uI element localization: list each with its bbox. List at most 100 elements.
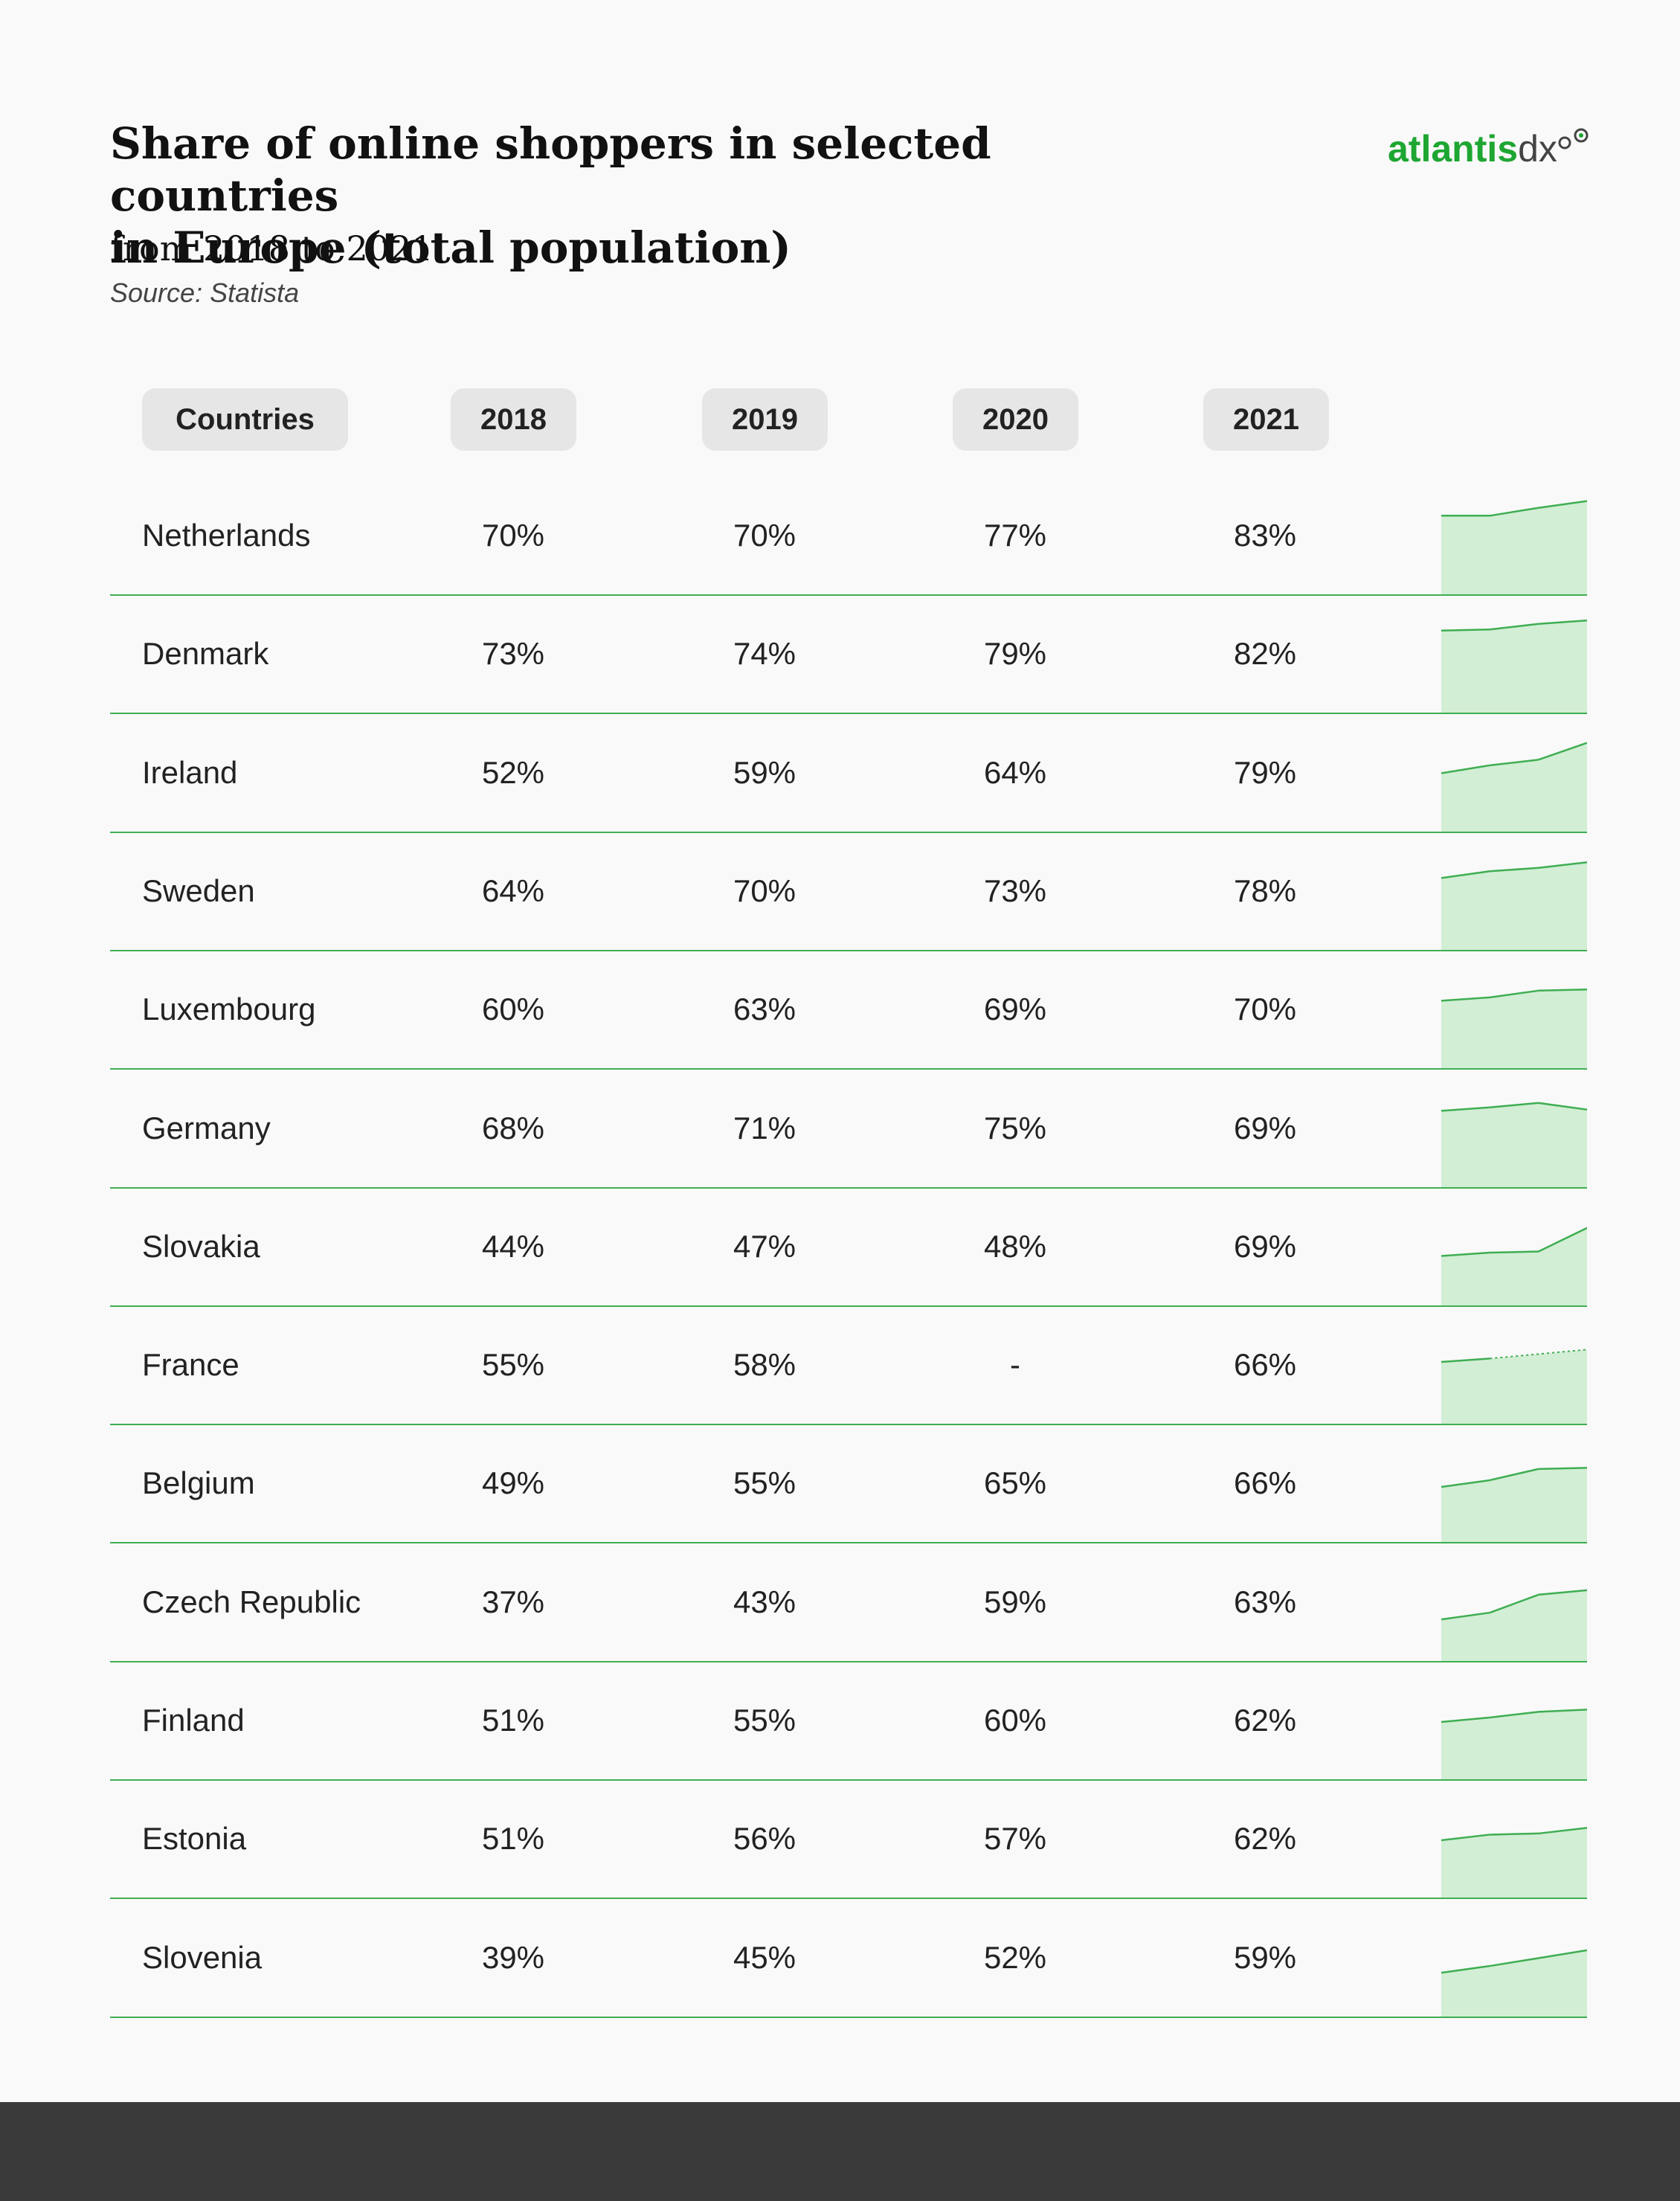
sparkline-segment bbox=[1490, 1711, 1539, 1719]
value-cell-2018: 64% bbox=[481, 873, 545, 908]
value-cell-2019: 59% bbox=[733, 754, 796, 790]
sparkline bbox=[1441, 620, 1587, 713]
value-cell-2021: 62% bbox=[1233, 1821, 1297, 1857]
sparkline-segment bbox=[1538, 861, 1587, 869]
sparkline-segment bbox=[1538, 989, 1587, 992]
country-cell: Luxembourg bbox=[142, 992, 316, 1027]
table-row: Estonia 51% 56% 57% 62% bbox=[110, 1779, 1587, 1900]
country-cell: France bbox=[142, 1347, 239, 1383]
sparkline-segment bbox=[1441, 1106, 1490, 1112]
value-cell-2021: 66% bbox=[1233, 1347, 1297, 1383]
value-cell-2019: 71% bbox=[733, 1110, 796, 1146]
country-cell: Denmark bbox=[142, 636, 269, 672]
sparkline bbox=[1441, 1102, 1587, 1187]
sparkline-segment bbox=[1490, 1250, 1539, 1254]
sparkline-segment bbox=[1441, 1611, 1490, 1621]
value-cell-2019: 43% bbox=[733, 1584, 796, 1619]
value-cell-2020: 60% bbox=[983, 1703, 1047, 1738]
value-cell-2020: 65% bbox=[983, 1465, 1047, 1501]
sparkline-segment bbox=[1538, 1949, 1587, 1959]
country-cell: Ireland bbox=[142, 754, 238, 790]
country-cell: Estonia bbox=[142, 1821, 247, 1857]
value-cell-2019: 45% bbox=[733, 1939, 796, 1975]
sparkline-segment bbox=[1441, 870, 1490, 879]
sparkline-segment bbox=[1441, 1357, 1490, 1363]
sparkline bbox=[1441, 500, 1587, 594]
value-cell-2019: 58% bbox=[733, 1347, 796, 1383]
sparkline bbox=[1441, 989, 1587, 1069]
value-cell-2020: 69% bbox=[983, 992, 1047, 1027]
sparkline bbox=[1441, 1467, 1587, 1543]
sparkline-segment bbox=[1490, 758, 1539, 766]
sparkline-segment bbox=[1441, 1479, 1490, 1488]
table-row: France 55% 58% - 66% bbox=[110, 1305, 1587, 1426]
sparkline-segment bbox=[1490, 1468, 1539, 1482]
value-cell-2019: 63% bbox=[733, 992, 796, 1027]
table-row: Denmark 73% 74% 79% 82% bbox=[110, 594, 1587, 715]
value-cell-2019: 47% bbox=[733, 1228, 796, 1264]
value-cell-2020: 77% bbox=[983, 518, 1047, 553]
value-cell-2018: 52% bbox=[481, 754, 545, 790]
sparkline bbox=[1441, 1949, 1587, 2017]
value-cell-2019: 55% bbox=[733, 1703, 796, 1738]
value-cell-2020: 48% bbox=[983, 1228, 1047, 1264]
value-cell-2020: - bbox=[1010, 1347, 1020, 1383]
table-row: Slovenia 39% 45% 52% 59% bbox=[110, 1898, 1587, 2018]
sparkline bbox=[1441, 742, 1587, 832]
sparkline-segment bbox=[1538, 1102, 1587, 1111]
value-cell-2021: 82% bbox=[1233, 636, 1297, 672]
country-cell: Slovakia bbox=[142, 1228, 260, 1264]
sparkline-area bbox=[1441, 1709, 1587, 1779]
value-cell-2018: 39% bbox=[481, 1939, 545, 1975]
value-cell-2020: 79% bbox=[983, 636, 1047, 672]
country-cell: Netherlands bbox=[142, 518, 311, 553]
value-cell-2021: 70% bbox=[1233, 992, 1297, 1027]
value-cell-2019: 70% bbox=[733, 873, 796, 908]
sparkline-area bbox=[1441, 989, 1587, 1069]
value-cell-2019: 55% bbox=[733, 1465, 796, 1501]
sparkline-area bbox=[1441, 501, 1587, 594]
sparkline-segment bbox=[1441, 764, 1490, 774]
table-row: Belgium 49% 55% 65% 66% bbox=[110, 1424, 1587, 1544]
table-row: Germany 68% 71% 75% 69% bbox=[110, 1069, 1587, 1189]
sparkline-segment bbox=[1490, 1956, 1539, 1967]
source-note: Source: Statista bbox=[110, 277, 300, 308]
sparkline-area bbox=[1441, 1590, 1587, 1661]
sparkline-segment bbox=[1441, 1964, 1490, 1973]
sparkline-area bbox=[1441, 1468, 1587, 1543]
table-row: Slovakia 44% 47% 48% 69% bbox=[110, 1187, 1587, 1307]
sparkline-segment bbox=[1489, 1593, 1539, 1613]
sparkline-area bbox=[1441, 1227, 1587, 1305]
value-cell-2021: 63% bbox=[1233, 1584, 1297, 1619]
value-cell-2018: 49% bbox=[481, 1465, 545, 1501]
sparkline-segment bbox=[1538, 1827, 1587, 1835]
chart-title-line1: Share of online shoppers in selected cou… bbox=[110, 118, 991, 221]
sparkline-segment bbox=[1441, 1251, 1490, 1257]
sparkline bbox=[1441, 1589, 1587, 1661]
value-cell-2021: 69% bbox=[1233, 1110, 1297, 1146]
value-cell-2018: 70% bbox=[481, 518, 545, 553]
value-cell-2020: 73% bbox=[983, 873, 1047, 908]
sparkline-segment bbox=[1490, 507, 1539, 517]
sparkline bbox=[1441, 1227, 1587, 1305]
brand-logo: atlantisdx bbox=[1388, 126, 1557, 171]
value-cell-2021: 59% bbox=[1233, 1939, 1297, 1975]
value-cell-2021: 62% bbox=[1233, 1703, 1297, 1738]
value-cell-2019: 70% bbox=[733, 518, 796, 553]
sparkline-area bbox=[1441, 620, 1587, 713]
value-cell-2021: 69% bbox=[1233, 1228, 1297, 1264]
sparkline-area bbox=[1441, 862, 1587, 950]
sparkline-segment bbox=[1490, 989, 1539, 999]
column-header-2019: 2019 bbox=[702, 388, 828, 451]
sparkline-gap-segment bbox=[1490, 1349, 1587, 1360]
value-cell-2021: 66% bbox=[1233, 1465, 1297, 1501]
value-cell-2020: 59% bbox=[983, 1584, 1047, 1619]
country-cell: Belgium bbox=[142, 1465, 255, 1501]
value-cell-2021: 78% bbox=[1233, 873, 1297, 908]
country-cell: Slovenia bbox=[142, 1939, 263, 1975]
brand-logo-part1: atlantis bbox=[1388, 128, 1519, 170]
sparkline-area bbox=[1441, 1950, 1587, 2017]
table-row: Netherlands 70% 70% 77% 83% bbox=[110, 476, 1587, 596]
value-cell-2018: 44% bbox=[481, 1228, 545, 1264]
sparkline-segment bbox=[1538, 1227, 1587, 1253]
